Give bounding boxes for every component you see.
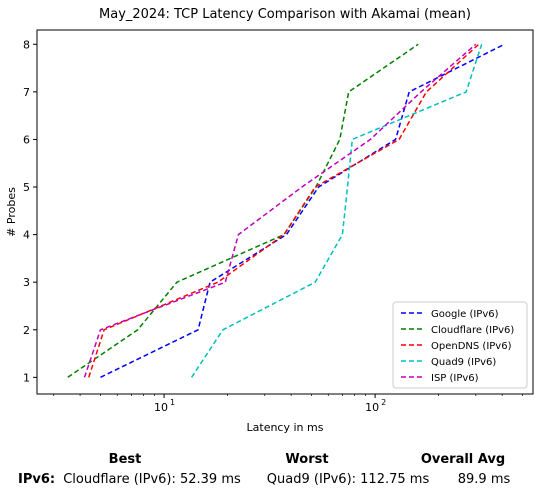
y-axis-label: # Probes [5, 187, 18, 237]
y-tick-label: 3 [23, 276, 30, 289]
legend-label: OpenDNS (IPv6) [431, 341, 512, 352]
summary-table: Best Worst Overall Avg IPv6: Cloudflare … [0, 450, 541, 494]
x-tick-label: 10 [154, 401, 168, 414]
series-line [100, 43, 505, 378]
y-tick-label: 2 [23, 324, 30, 337]
header-best: Best [108, 452, 142, 467]
y-axis: 1 2 3 4 5 6 7 8 [23, 38, 37, 384]
y-tick-label: 5 [23, 181, 30, 194]
best-value: Cloudflare (IPv6): 52.39 ms [63, 472, 241, 487]
x-tick-exponent: 2 [381, 398, 386, 407]
series-line [67, 43, 419, 378]
y-tick-label: 7 [23, 86, 30, 99]
x-tick-label: 10 [365, 401, 379, 414]
x-axis: 10 1 10 2 [53, 394, 523, 414]
legend-label: Google (IPv6) [431, 309, 499, 320]
series-line [88, 43, 480, 378]
y-tick-label: 8 [23, 38, 30, 51]
overall-value: 89.9 ms [457, 472, 511, 487]
series-line [83, 43, 477, 378]
y-tick-label: 6 [23, 133, 30, 146]
chart: May_2024: TCP Latency Comparison with Ak… [5, 7, 534, 434]
y-tick-label: 1 [23, 371, 30, 384]
legend-label: Cloudflare (IPv6) [431, 325, 514, 336]
worst-value: Quad9 (IPv6): 112.75 ms [266, 472, 430, 487]
plot-area [36, 29, 534, 395]
y-tick-label: 4 [23, 229, 30, 242]
legend: Google (IPv6) Cloudflare (IPv6) OpenDNS (I… [392, 301, 528, 389]
row-label: IPv6: [18, 472, 56, 487]
legend-box [392, 301, 528, 389]
header-worst: Worst [285, 452, 329, 467]
series-lines [67, 43, 505, 378]
x-axis-label: Latency in ms [247, 421, 324, 434]
legend-label: ISP (IPv6) [431, 373, 479, 384]
x-tick-exponent: 1 [170, 398, 175, 407]
legend-label: Quad9 (IPv6) [431, 357, 496, 368]
series-line [190, 44, 483, 378]
header-overall: Overall Avg [420, 452, 506, 467]
chart-title: May_2024: TCP Latency Comparison with Ak… [99, 7, 471, 22]
